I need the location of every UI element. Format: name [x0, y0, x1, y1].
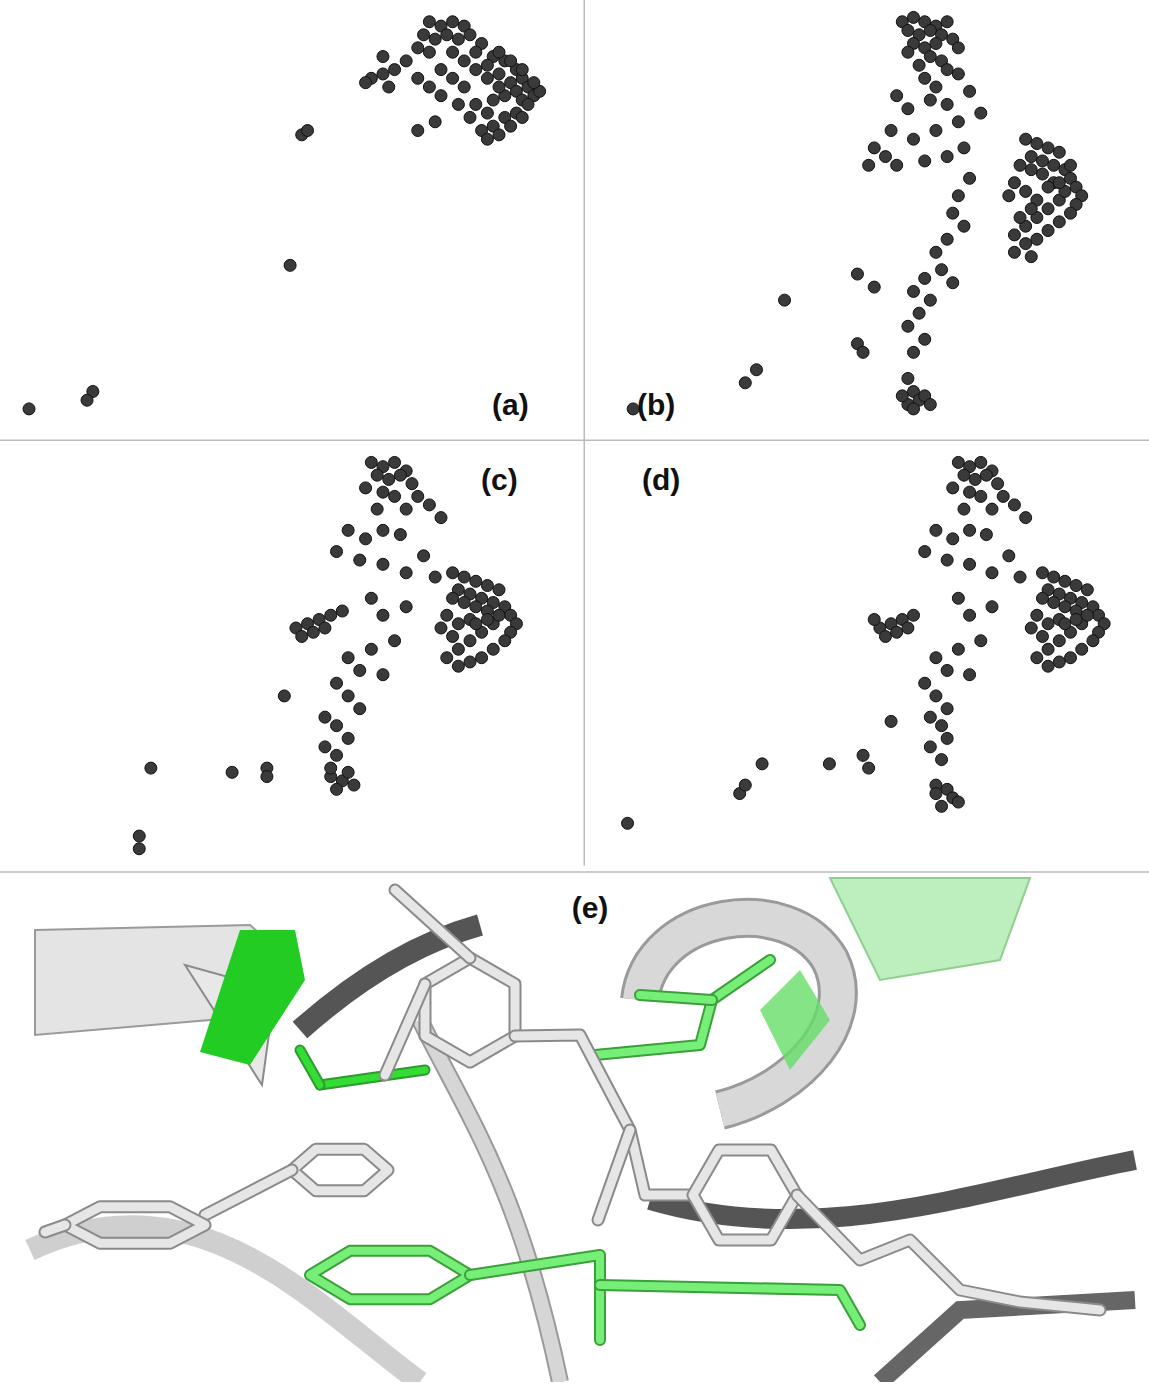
- svg-text:(b): (b): [637, 388, 675, 421]
- svg-text:(d): (d): [642, 463, 680, 496]
- svg-text:(a): (a): [492, 388, 529, 421]
- svg-text:(c): (c): [481, 463, 518, 496]
- svg-text:(e): (e): [572, 891, 609, 924]
